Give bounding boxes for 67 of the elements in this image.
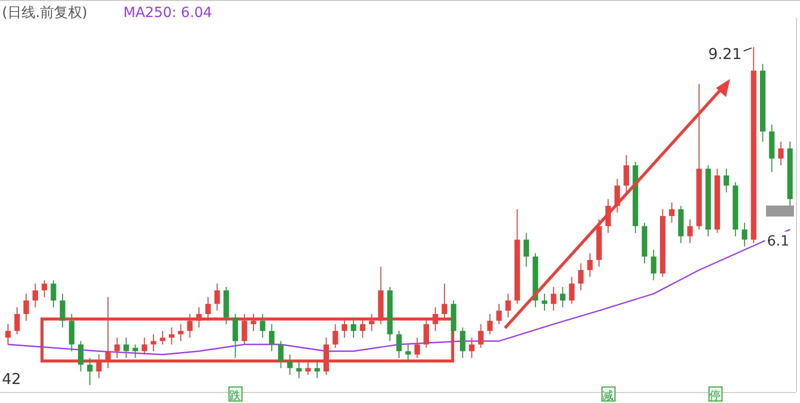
candlestick (469, 337, 474, 358)
candlestick (496, 303, 502, 325)
candlestick (214, 283, 220, 312)
candlestick (205, 296, 211, 322)
candlestick (87, 357, 93, 386)
candlestick (32, 283, 38, 308)
candlestick (23, 293, 29, 322)
candlestick (14, 306, 20, 335)
candlestick (442, 283, 448, 322)
text: 停 (710, 389, 720, 402)
candlestick (350, 316, 356, 338)
candlestick (96, 354, 102, 379)
candlestick (305, 360, 311, 376)
candlestick (178, 324, 184, 342)
candlestick (569, 276, 574, 304)
candlestick (232, 314, 238, 358)
candlestick (542, 293, 548, 312)
candlestick (196, 306, 202, 328)
candlestick (478, 324, 484, 348)
candlestick (587, 252, 593, 278)
candlestick (296, 360, 302, 379)
annotation: 42 (2, 370, 22, 388)
text: 减 (602, 389, 614, 402)
candlestick (360, 316, 366, 338)
candlestick (123, 337, 129, 358)
candlestick (287, 354, 293, 376)
candlestick (650, 249, 656, 281)
candlestick (68, 314, 74, 352)
candlestick (342, 316, 348, 338)
annotation: 9.21 (708, 45, 742, 63)
candlestick (142, 337, 148, 356)
candlestick (578, 262, 584, 291)
candlestick (550, 286, 556, 312)
candlestick (114, 337, 120, 358)
candlestick (432, 306, 438, 332)
candlestick (314, 360, 320, 379)
candlestick (687, 218, 693, 244)
candlestick (332, 324, 338, 348)
candlestick (460, 327, 466, 358)
candlestick (268, 324, 274, 352)
candlestick (260, 314, 266, 338)
candlestick (160, 330, 166, 345)
candlestick (724, 168, 730, 193)
candlestick (414, 337, 420, 358)
candlestick (78, 340, 84, 372)
candlestick (278, 340, 284, 369)
text: 跌 (230, 389, 240, 402)
candlestick (524, 232, 530, 268)
candlestick (669, 202, 675, 224)
text: MA250: 6.04 (123, 5, 212, 21)
candlestick (60, 293, 66, 328)
candlestick (105, 296, 111, 369)
candlestick (424, 316, 430, 348)
candlestick (242, 314, 248, 345)
candlestick (624, 154, 630, 193)
candlestick (560, 286, 566, 308)
annotation: 6.1 (767, 234, 790, 250)
candlestick (150, 334, 156, 352)
candlestick (50, 280, 56, 308)
candlestick (505, 293, 511, 318)
candlestick (405, 344, 411, 362)
chart-title: (日线.前复权) (2, 5, 88, 21)
candlestick (187, 314, 193, 338)
candlestick (778, 141, 784, 166)
candlestick (487, 314, 493, 335)
candlestick (42, 280, 48, 298)
candlestick (742, 222, 748, 247)
